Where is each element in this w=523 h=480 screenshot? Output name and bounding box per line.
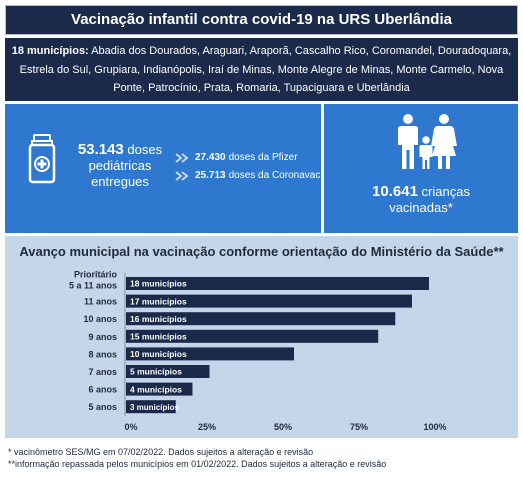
children-vaccinated-value: 10.641 xyxy=(372,183,418,200)
category-label: 8 anos xyxy=(88,349,117,359)
x-tick-label: 50% xyxy=(274,422,292,432)
bar xyxy=(126,365,210,378)
data-label: 15 municípios xyxy=(130,332,187,342)
x-tick-label: 0% xyxy=(124,422,137,432)
doses-total-label-2: pediátricas xyxy=(88,158,152,173)
category-label: 11 anos xyxy=(84,297,117,307)
doses-total-label-3: entregues xyxy=(91,174,149,189)
data-label: 18 municípios xyxy=(130,279,187,289)
data-label: 17 municípios xyxy=(130,296,187,306)
bar xyxy=(126,400,176,414)
page-title: Vacinação infantil contra covid-19 na UR… xyxy=(5,5,518,35)
chevron-right-icon xyxy=(175,170,189,181)
bar xyxy=(126,329,379,343)
x-tick-label: 25% xyxy=(198,422,216,432)
data-label: 16 municípios xyxy=(130,314,187,324)
doses-panel: 53.143 doses pediátricas entregues 27.43… xyxy=(5,104,321,233)
chart-panel: Avanço municipal na vacinação conforme o… xyxy=(5,236,518,438)
pfizer-doses-value: 27.430 xyxy=(195,152,226,163)
children-vaccinated-label-1: crianças xyxy=(421,184,470,199)
doses-total-value: 53.143 xyxy=(77,141,124,158)
coronavac-doses: 25.713 doses da Coronavac xyxy=(175,170,320,181)
footnote-1: * vacinômetro SES/MG em 07/02/2022. Dado… xyxy=(8,447,314,457)
coronavac-doses-label: doses da Coronavac xyxy=(228,170,321,181)
bar-chart: Prioritário 5 a 11 anos 18 municípios 11 an… xyxy=(69,270,447,433)
footnotes: * vacinômetro SES/MG em 07/02/2022. Dado… xyxy=(8,446,386,470)
data-label: 10 municípios xyxy=(130,349,187,359)
children-panel: 10.641 crianças vacinadas* xyxy=(324,104,518,233)
bar xyxy=(126,294,412,308)
bar xyxy=(126,347,295,361)
footnote-2: **informação repassada pelos municípios … xyxy=(8,459,387,469)
doses-total: 53.143 doses pediátricas entregues xyxy=(65,142,175,190)
family-icon xyxy=(398,114,457,169)
x-tick-label: 100% xyxy=(423,422,446,432)
vaccine-vial-icon xyxy=(28,134,56,184)
coronavac-doses-value: 25.713 xyxy=(195,170,226,181)
chart-title: Avanço municipal na vacinação conforme o… xyxy=(19,244,504,259)
municipios-panel: 18 municípios: Abadia dos Dourados, Arag… xyxy=(5,38,518,101)
municipios-list: Abadia dos Dourados, Araguari, Araporã, … xyxy=(19,45,512,94)
children-vaccinated: 10.641 crianças vacinadas* xyxy=(324,184,518,216)
bar xyxy=(126,382,193,396)
bar xyxy=(126,277,429,290)
bar xyxy=(126,312,396,326)
data-label: 5 municípios xyxy=(130,367,182,377)
category-label: 10 anos xyxy=(83,314,117,324)
x-tick-label: 75% xyxy=(350,422,368,432)
municipios-label: 18 municípios: xyxy=(11,45,89,57)
chevron-right-icon xyxy=(175,152,189,163)
category-label: 7 anos xyxy=(88,367,117,377)
category-label: 5 anos xyxy=(88,402,117,412)
data-label: 3 municípios xyxy=(130,403,179,412)
category-label: 6 anos xyxy=(88,385,117,395)
doses-total-label-1: doses xyxy=(127,142,163,157)
category-label: Prioritário 5 a 11 anos xyxy=(69,270,118,291)
category-label: 9 anos xyxy=(88,332,117,342)
children-vaccinated-label-2: vacinadas* xyxy=(389,200,453,215)
pfizer-doses-label: doses da Pfizer xyxy=(228,152,298,163)
pfizer-doses: 27.430 doses da Pfizer xyxy=(175,152,298,163)
data-label: 4 municípios xyxy=(130,384,182,394)
